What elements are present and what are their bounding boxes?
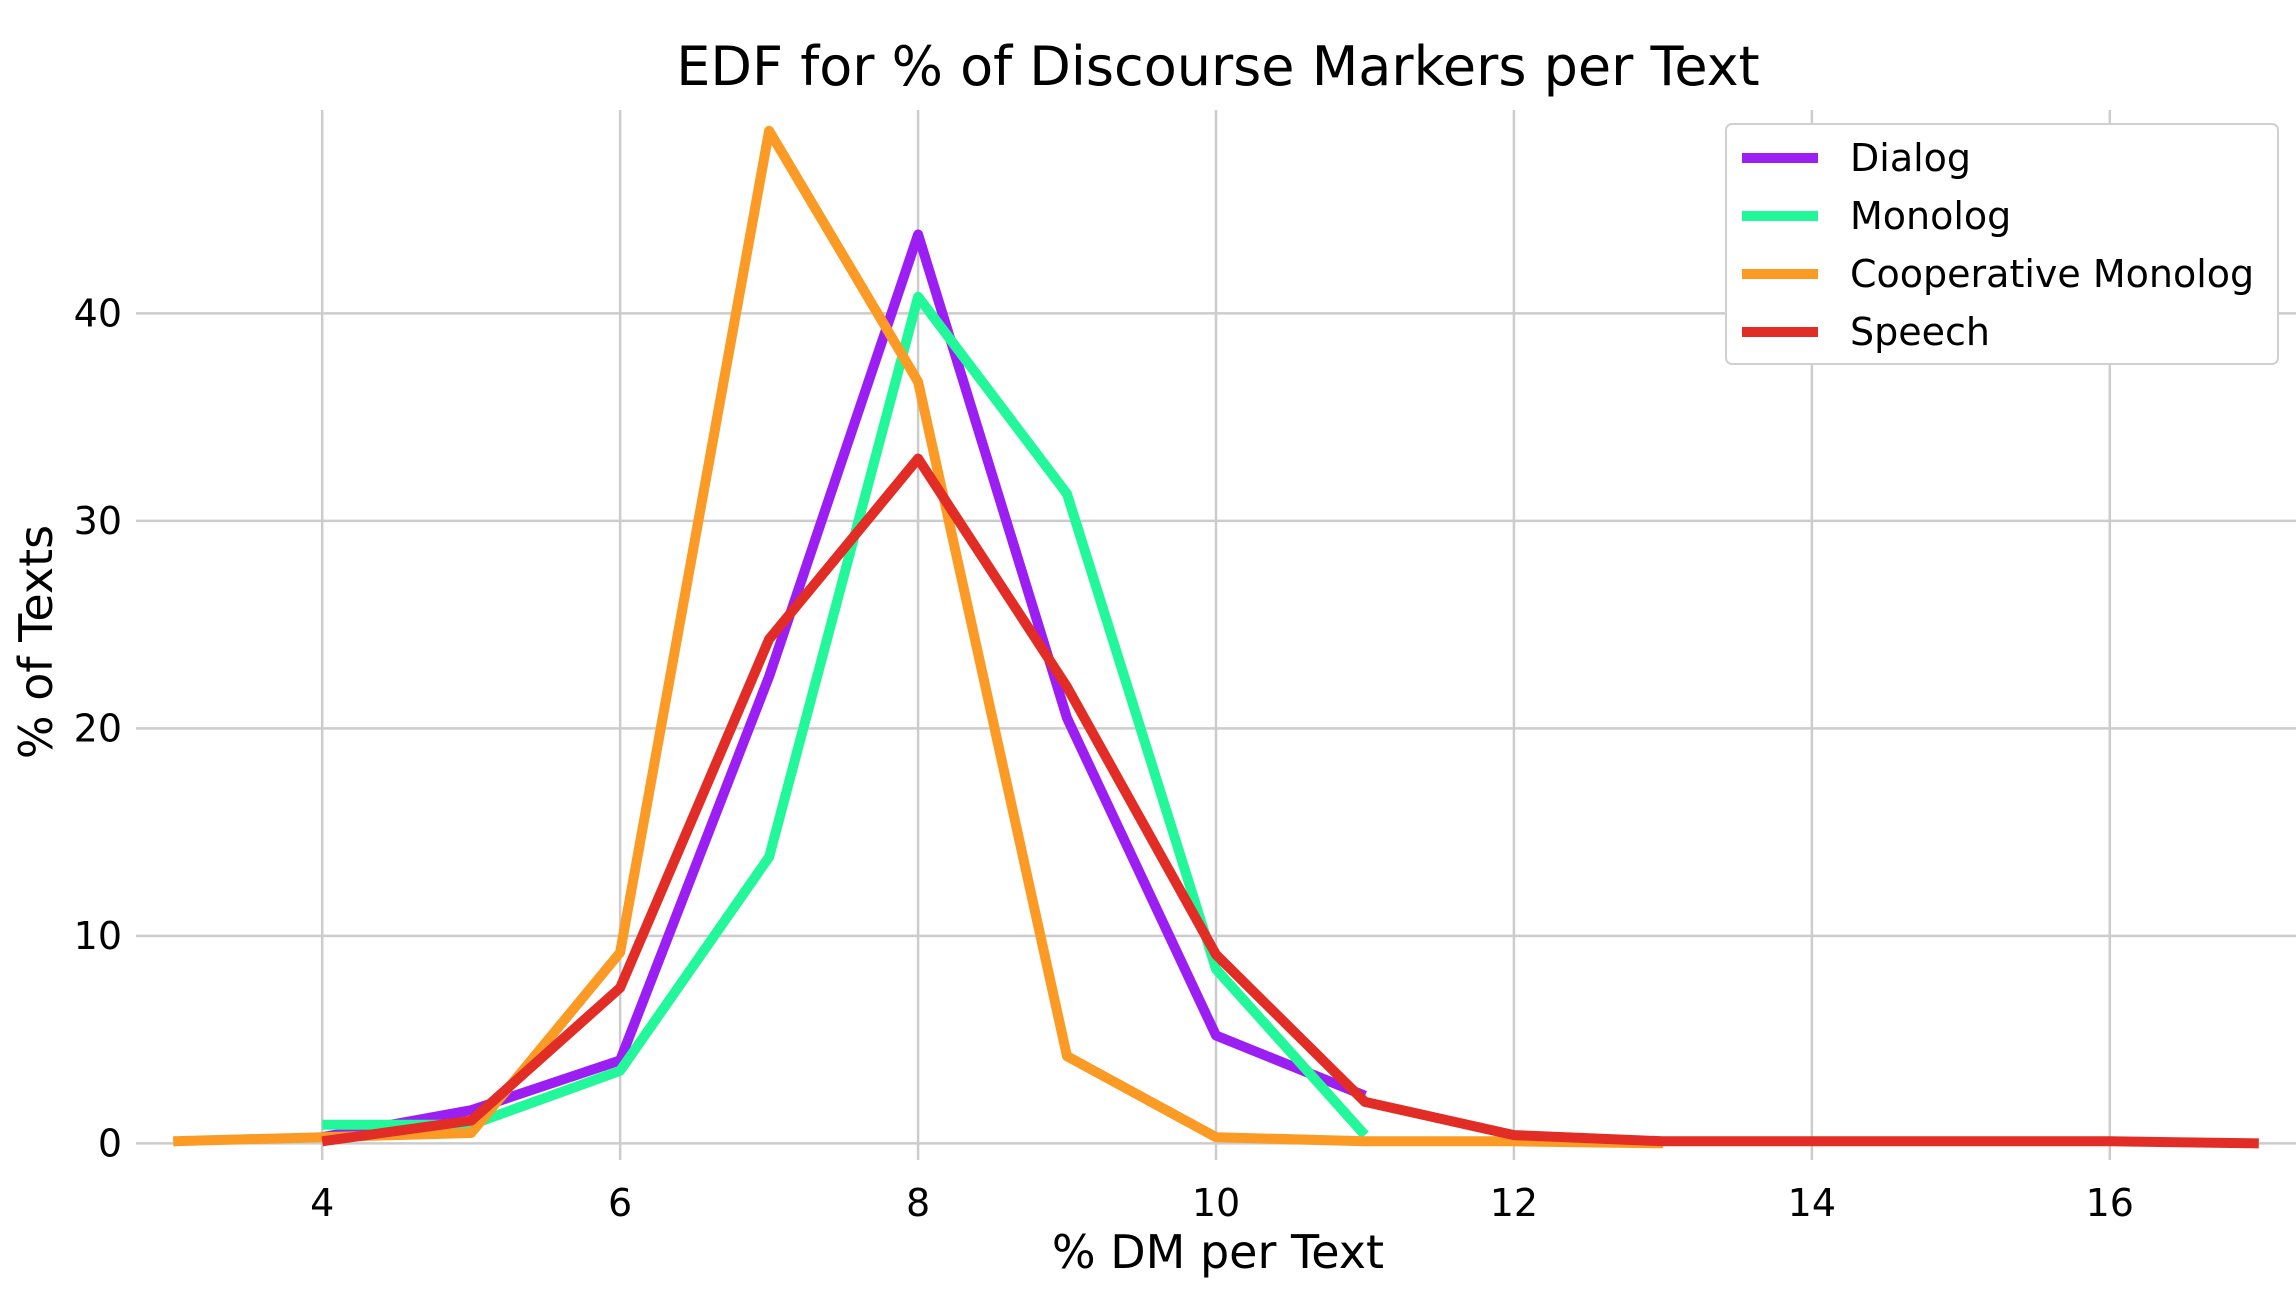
legend-frame — [1725, 123, 2279, 365]
y-tick-label: 20 — [74, 706, 122, 750]
legend-label: Cooperative Monolog — [1850, 252, 2254, 296]
legend-label: Speech — [1850, 310, 1990, 354]
y-tick-label: 10 — [74, 914, 122, 958]
x-tick-label: 4 — [310, 1181, 334, 1225]
x-axis-label: % DM per Text — [1052, 1225, 1384, 1279]
x-tick-label: 6 — [608, 1181, 632, 1225]
x-tick-label: 10 — [1192, 1181, 1240, 1225]
series-line-dialog — [321, 229, 1367, 1143]
x-tick-label: 16 — [2086, 1181, 2134, 1225]
x-axis-ticks: 4 6 8 10 12 14 16 — [310, 1181, 2134, 1225]
y-tick-label: 30 — [74, 499, 122, 543]
y-tick-label: 0 — [98, 1121, 122, 1165]
series-lines — [173, 125, 2259, 1149]
legend-label: Monolog — [1850, 194, 2011, 238]
series-line-monolog — [322, 291, 1369, 1139]
y-axis-label: % of Texts — [9, 525, 63, 759]
chart-title: EDF for % of Discourse Markers per Text — [676, 35, 1759, 98]
x-tick-label: 8 — [906, 1181, 930, 1225]
y-axis-ticks: 0 10 20 30 40 — [74, 291, 122, 1165]
x-tick-label: 12 — [1490, 1181, 1538, 1225]
series-line-cooperative-monolog — [173, 125, 1663, 1149]
x-tick-label: 14 — [1788, 1181, 1836, 1225]
y-tick-label: 40 — [74, 291, 122, 335]
series-line-speech — [321, 453, 2259, 1149]
legend-label: Dialog — [1850, 136, 1971, 180]
legend: Dialog Monolog Cooperative Monolog Speech — [1725, 123, 2279, 365]
